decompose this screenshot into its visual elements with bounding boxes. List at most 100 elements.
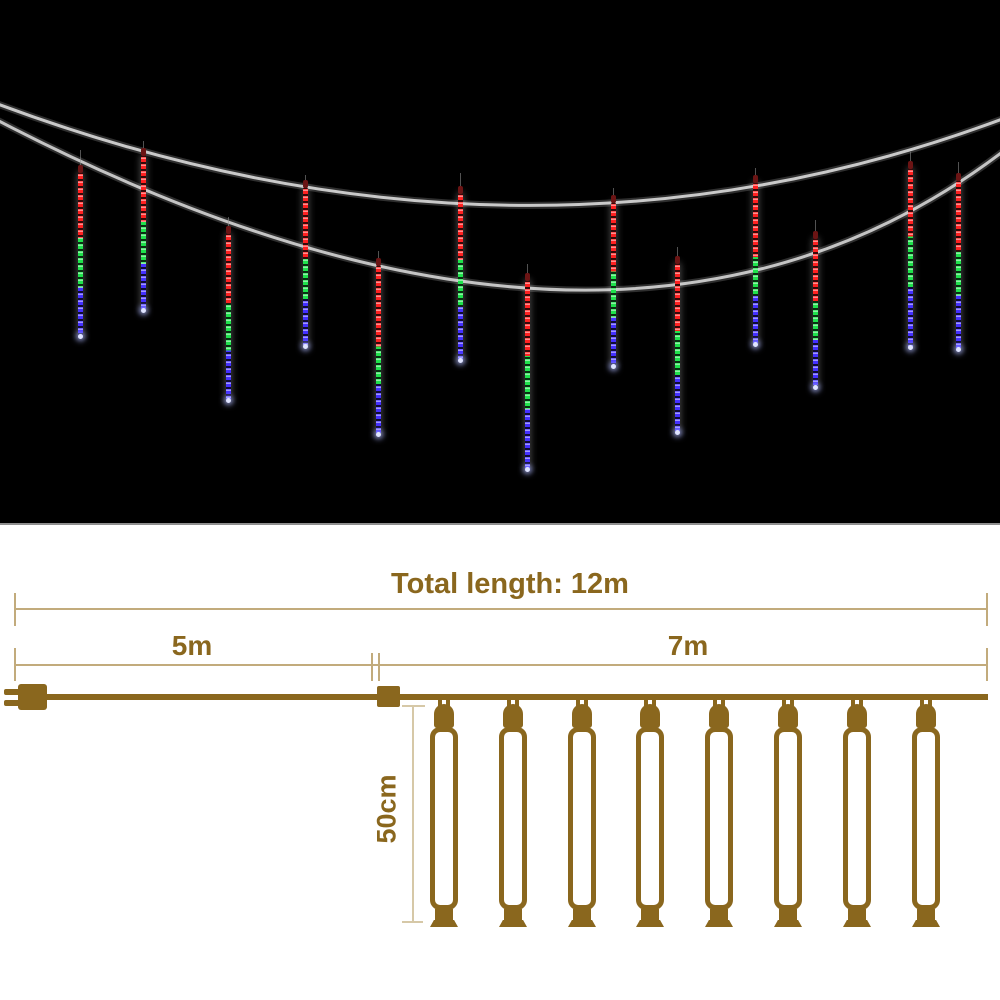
tube-length-label: 50cm bbox=[371, 774, 402, 844]
plug-prong bbox=[4, 689, 19, 695]
tube-foot bbox=[917, 909, 935, 920]
meteor-tube bbox=[524, 264, 530, 472]
tube-body bbox=[774, 727, 802, 910]
total-length-label: Total length: 12m bbox=[391, 568, 629, 600]
meteor-tube bbox=[955, 162, 961, 352]
meteor-tube bbox=[812, 220, 818, 390]
dim-break-tick bbox=[371, 653, 373, 681]
tube-connector bbox=[674, 256, 680, 264]
tube-connector bbox=[302, 180, 308, 188]
tube-foot-flare bbox=[705, 920, 733, 927]
tube-connector bbox=[140, 148, 146, 156]
tube-clip bbox=[928, 698, 932, 706]
tube-cap bbox=[916, 704, 936, 728]
tube-clip bbox=[721, 698, 725, 706]
tube-tip-glow bbox=[524, 467, 530, 472]
tube-connector bbox=[524, 273, 530, 281]
tube-cap bbox=[503, 704, 523, 728]
night-photo bbox=[0, 0, 1000, 523]
diagram-tube bbox=[565, 698, 599, 928]
meteor-tube bbox=[610, 188, 616, 369]
tube-foot bbox=[573, 909, 591, 920]
tube-clip bbox=[851, 698, 855, 706]
tube-clip bbox=[920, 698, 924, 706]
tube-tip-glow bbox=[812, 385, 818, 390]
drop-wire bbox=[142, 141, 144, 149]
meteor-tube bbox=[674, 247, 680, 435]
drop-wire bbox=[526, 264, 528, 274]
tube-tip-glow bbox=[907, 345, 913, 350]
tube-clip bbox=[507, 698, 511, 706]
tube-foot-flare bbox=[774, 920, 802, 927]
tube-foot bbox=[779, 909, 797, 920]
tube-connector bbox=[955, 173, 961, 181]
tube-clip bbox=[446, 698, 450, 706]
tube-tip-glow bbox=[610, 364, 616, 369]
cable-connector-box bbox=[377, 686, 400, 707]
dim-tick bbox=[986, 593, 988, 626]
tube-clip bbox=[782, 698, 786, 706]
tube-foot-flare bbox=[636, 920, 664, 927]
drop-wire bbox=[957, 162, 959, 174]
diagram-tube bbox=[633, 698, 667, 928]
tube-connector bbox=[77, 165, 83, 173]
dim-break-tick bbox=[378, 653, 380, 681]
diagram-tube bbox=[771, 698, 805, 928]
tube-body bbox=[568, 727, 596, 910]
drop-wire bbox=[754, 168, 756, 176]
drop-wire bbox=[459, 173, 461, 187]
tube-foot bbox=[504, 909, 522, 920]
meteor-tube bbox=[140, 141, 146, 313]
tube-cap bbox=[572, 704, 592, 728]
tube-tip-glow bbox=[375, 432, 381, 437]
tube-clip bbox=[652, 698, 656, 706]
tube-clip bbox=[515, 698, 519, 706]
tube-clip bbox=[584, 698, 588, 706]
hanging-wire-2 bbox=[0, 119, 1000, 292]
tube-foot bbox=[641, 909, 659, 920]
meteor-tube bbox=[225, 217, 231, 403]
drop-wire bbox=[304, 175, 306, 181]
tube-tip-glow bbox=[457, 358, 463, 363]
tube-clip bbox=[644, 698, 648, 706]
tube-measure-line bbox=[412, 706, 414, 922]
diagram-tube bbox=[909, 698, 943, 928]
tube-tip-glow bbox=[77, 334, 83, 339]
diagram-tube bbox=[496, 698, 530, 928]
meteor-tube bbox=[375, 251, 381, 437]
tube-foot bbox=[848, 909, 866, 920]
tube-connector bbox=[375, 258, 381, 266]
tube-foot-flare bbox=[843, 920, 871, 927]
plug-prong bbox=[4, 700, 19, 706]
section-divider bbox=[0, 523, 1000, 525]
lit-length-label: 7m bbox=[667, 630, 709, 661]
tube-body bbox=[636, 727, 664, 910]
meteor-tube bbox=[752, 168, 758, 347]
tube-tip-glow bbox=[955, 347, 961, 352]
hanging-wires bbox=[0, 101, 1000, 294]
tube-clip bbox=[859, 698, 863, 706]
dimension-diagram: Total length: 12m 5m 7m 50cm bbox=[0, 525, 1000, 1000]
tube-connector bbox=[610, 195, 616, 203]
section-dimension-line bbox=[15, 664, 987, 666]
tube-connector bbox=[907, 161, 913, 169]
measure-cap-bottom bbox=[402, 921, 423, 923]
tube-cap bbox=[434, 704, 454, 728]
tube-tip-glow bbox=[752, 342, 758, 347]
tube-foot-flare bbox=[568, 920, 596, 927]
tube-tip-glow bbox=[302, 344, 308, 349]
tube-cap bbox=[640, 704, 660, 728]
meteor-tube bbox=[302, 175, 308, 349]
tube-tip-glow bbox=[140, 308, 146, 313]
drop-wire bbox=[227, 217, 229, 227]
tube-cap bbox=[709, 704, 729, 728]
tube-tip-glow bbox=[674, 430, 680, 435]
diagram-tube bbox=[702, 698, 736, 928]
tube-connector bbox=[225, 226, 231, 234]
main-cable bbox=[46, 694, 988, 700]
diagram-tube bbox=[427, 698, 461, 928]
tube-clip bbox=[438, 698, 442, 706]
tube-clip bbox=[576, 698, 580, 706]
hanging-wire-1 bbox=[0, 103, 1000, 207]
